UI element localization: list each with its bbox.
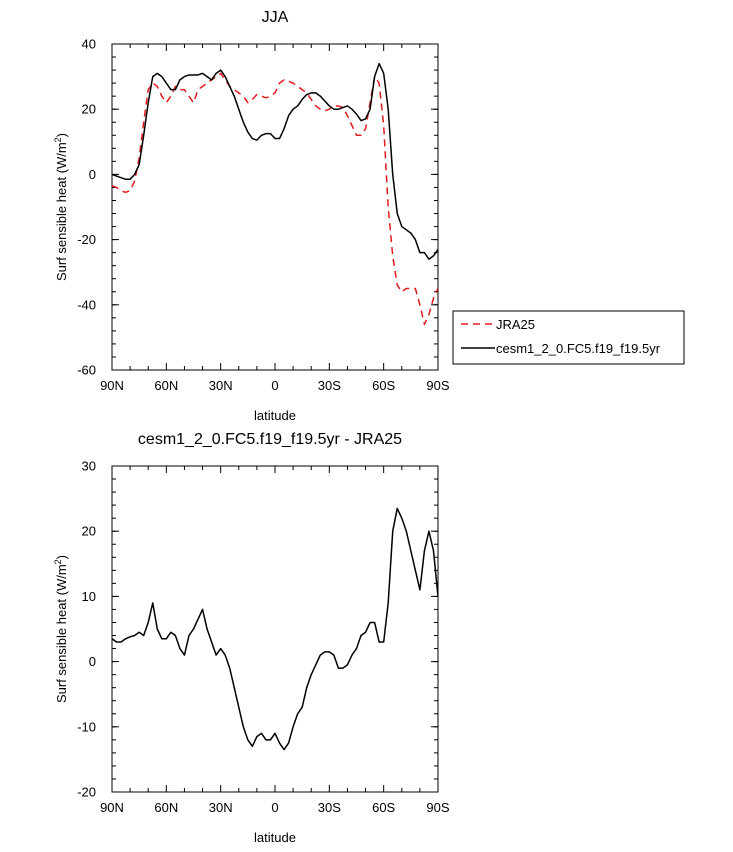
panel-top-ytick-label: 40 <box>82 37 96 52</box>
panel-top-ylabel-sup: 2 <box>53 137 63 142</box>
panel-bottom-xtick-label: 90S <box>426 800 449 815</box>
panel-bottom-ytick-label: 10 <box>82 589 96 604</box>
panel-top-xtick-label: 90S <box>426 378 449 393</box>
panel-top-xtick-label: 0 <box>271 378 278 393</box>
panel-bottom-line-series-0 <box>112 507 438 751</box>
panel-bottom-ylabel: Surf sensible heat (W/m2) <box>53 555 69 703</box>
panel-bottom-ytick-label: 30 <box>82 459 96 474</box>
panel-bottom-ytick-label: -10 <box>77 719 96 734</box>
panel-bottom-xtick-label: 60N <box>154 800 178 815</box>
panel-bottom-ticks: 90N 60N 30N 0 30S 60S 90S -20 -10 0 10 20 30 <box>77 459 450 816</box>
panel-bottom-title: cesm1_2_0.FC5.f19_f19.5yr - JRA25 <box>138 431 402 448</box>
panel-top: JJA 90N 60N 30N 0 30S 60S 90S -60 -40 -20 0 20 40 la… <box>53 9 685 423</box>
panel-top-title: JJA <box>262 9 289 26</box>
panel-bottom-ylabel-sup: 2 <box>53 559 63 564</box>
panel-bottom: cesm1_2_0.FC5.f19_f19.5yr - JRA25 90N 60N… <box>53 431 450 845</box>
panel-top-ytick-label: 0 <box>89 167 96 182</box>
panel-top-ylabel: Surf sensible heat (W/m2) <box>53 133 69 281</box>
panel-top-lines <box>112 62 438 326</box>
panel-bottom-ytick-label: 20 <box>82 524 96 539</box>
panel-top-line-cesm1-2-0-fc5-f19-f19-5yr <box>112 62 438 260</box>
panel-top-ylabel-main: Surf sensible heat (W/m <box>54 142 69 281</box>
panel-bottom-plot-frame <box>111 465 439 793</box>
panel-top-ytick-label: 20 <box>82 102 96 117</box>
panel-bottom-ytick-label: -20 <box>77 785 96 800</box>
panel-bottom-xtick-label: 90N <box>100 800 124 815</box>
panel-top-ticks: 90N 60N 30N 0 30S 60S 90S -60 -40 -20 0 20 40 <box>77 37 450 394</box>
legend-label-jra25: JRA25 <box>496 317 535 332</box>
panel-bottom-xtick-label: 60S <box>372 800 395 815</box>
panel-bottom-ylabel-main: Surf sensible heat (W/m <box>54 564 69 703</box>
panel-top-xtick-label: 90N <box>100 378 124 393</box>
panel-top-xtick-label: 60N <box>154 378 178 393</box>
panel-bottom-xtick-label: 30S <box>318 800 341 815</box>
panel-top-ytick-label: -40 <box>77 297 96 312</box>
panel-top-xlabel: latitude <box>254 408 296 423</box>
panel-bottom-xlabel: latitude <box>254 830 296 845</box>
legend-box <box>452 310 685 365</box>
panel-bottom-ylabel-close: ) <box>54 555 69 559</box>
panel-top-ytick-label: -20 <box>77 232 96 247</box>
legend-label-cesm: cesm1_2_0.FC5.f19_f19.5yr <box>496 341 661 356</box>
panel-top-xtick-label: 60S <box>372 378 395 393</box>
legend: JRA25 cesm1_2_0.FC5.f19_f19.5yr <box>452 310 685 365</box>
panel-top-ytick-label: -60 <box>77 363 96 378</box>
panel-bottom-xtick-label: 0 <box>271 800 278 815</box>
panel-top-ylabel-close: ) <box>54 133 69 137</box>
panel-bottom-ytick-label: 0 <box>89 654 96 669</box>
panel-bottom-lines <box>112 507 438 751</box>
panel-top-line-jra25 <box>112 72 438 326</box>
panel-top-xtick-label: 30N <box>209 378 233 393</box>
panel-bottom-xtick-label: 30N <box>209 800 233 815</box>
panel-top-xtick-label: 30S <box>318 378 341 393</box>
